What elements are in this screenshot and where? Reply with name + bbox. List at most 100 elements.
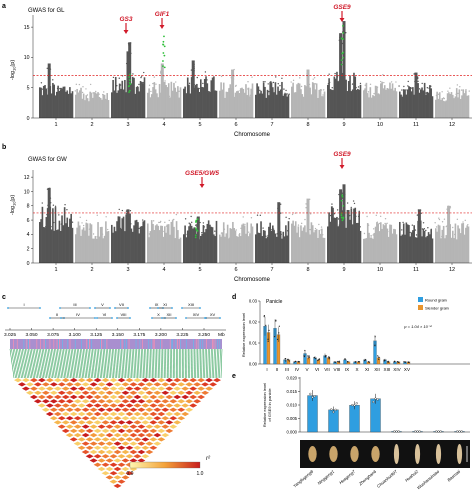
data-point	[365, 359, 366, 360]
panel-d-legend: Round grain Slender grain	[418, 297, 449, 311]
grain-Yangfugeng8	[308, 446, 316, 462]
x-tick-label: VIII	[334, 367, 341, 372]
chromosome-10-points	[363, 215, 397, 263]
chromosome-12-points	[435, 84, 470, 118]
data-point	[377, 399, 379, 401]
y-tick-label: 0.010	[287, 403, 298, 408]
variety-label: Huahui2	[404, 469, 420, 483]
grain-Wushansimiao	[436, 444, 441, 464]
block-label: II	[56, 312, 58, 317]
panel-a-manhattan-points	[39, 21, 470, 118]
data-point	[356, 402, 358, 404]
panel-c-letter: c	[2, 294, 6, 301]
x-tick-label: XIV	[393, 367, 401, 372]
position-tick-label: 3.025	[4, 332, 16, 338]
panel-a-xlabel: Chromosome	[234, 132, 271, 138]
panel-d-letter: d	[232, 294, 236, 301]
chromosome-1-points	[39, 63, 73, 118]
data-point	[328, 356, 329, 357]
block-label: VII	[119, 302, 124, 307]
data-point	[335, 362, 336, 363]
y-tick-label: 2	[27, 246, 30, 252]
x-tick-label: 5	[198, 267, 201, 273]
y-tick-label: 10	[24, 55, 30, 61]
x-tick-label: 7	[270, 122, 273, 128]
x-tick-label: 10	[377, 267, 383, 273]
chromosome-5-points	[183, 60, 217, 118]
grain-Huageng7	[350, 446, 358, 462]
y-tick-label: 0	[27, 116, 30, 122]
x-tick-label: XI	[365, 367, 369, 372]
position-tick-label: 3.175	[133, 332, 145, 338]
panel-b-title: GWAS for GW	[28, 157, 67, 163]
panel-d-legend-round: Round grain	[425, 298, 447, 303]
y-tick-label: 0.020	[287, 376, 298, 381]
position-tick-label: 3.125	[90, 332, 102, 338]
data-point	[358, 361, 359, 362]
grain-Chuanhui907	[394, 444, 399, 464]
haplotype-block-XIV: XIV	[185, 312, 207, 319]
gene-label: GSE5/GW5	[185, 170, 219, 177]
y-tick-label: 0.02	[249, 320, 258, 325]
x-tick-label: 11	[413, 267, 419, 273]
panel-d-inset-label: Panicle	[266, 299, 283, 305]
panel-c-legend-max: 1.0	[197, 471, 204, 477]
x-tick-label: 6	[234, 267, 237, 273]
x-tick-label: 7	[270, 267, 273, 273]
data-point	[384, 360, 385, 361]
x-tick-label: 4	[162, 267, 165, 273]
chromosome-4-points	[147, 35, 181, 118]
data-point	[304, 350, 305, 351]
y-tick-label: 0.01	[249, 341, 258, 346]
x-tick-label: V	[305, 367, 309, 372]
data-point	[274, 336, 275, 337]
y-tick-label: 0.03	[249, 299, 258, 304]
x-tick-label: IV	[295, 367, 300, 372]
chromosome-2-points	[75, 84, 110, 118]
data-point	[312, 396, 314, 398]
x-tick-label: 8	[306, 122, 309, 128]
grain-Zhenghan6	[371, 446, 379, 462]
haplotype-block-VI: VI	[96, 312, 113, 319]
data-point	[317, 360, 318, 361]
data-point	[275, 320, 276, 321]
data-point	[337, 361, 338, 362]
x-tick-label: 4	[162, 122, 165, 128]
haplotype-block-VIII: VIII	[116, 312, 131, 319]
x-tick-label: 10	[377, 122, 383, 128]
haplotype-block-XIII: XIII	[181, 302, 201, 309]
data-point	[314, 357, 315, 358]
data-point	[398, 431, 400, 433]
position-tick-label: 3.150	[112, 332, 124, 338]
panel-a-ylabel: -log10(p)	[10, 60, 17, 81]
x-tick-label: XV	[404, 367, 411, 372]
panel-b-ylabel: -log10(p)	[10, 195, 17, 216]
x-tick-label: I	[266, 367, 267, 372]
data-point	[368, 361, 369, 362]
data-point	[298, 361, 299, 362]
y-tick-label: 0.000	[287, 430, 298, 435]
data-point	[333, 411, 335, 413]
x-tick-label: VII	[324, 367, 330, 372]
data-point	[440, 431, 442, 433]
data-point	[307, 355, 308, 356]
block-label: X	[157, 312, 160, 317]
data-point	[294, 361, 295, 362]
data-point	[285, 360, 286, 361]
x-tick-label: 2	[90, 267, 93, 273]
chromosome-10-points	[363, 74, 397, 118]
x-tick-label: 3	[126, 267, 129, 273]
data-point	[264, 316, 265, 317]
y-tick-label: 15	[24, 25, 30, 31]
panel-e-letter: e	[232, 373, 236, 380]
data-point	[377, 355, 378, 356]
x-tick-label: VI	[315, 367, 319, 372]
data-point	[314, 395, 316, 397]
position-tick-label: 3.250	[198, 332, 210, 338]
